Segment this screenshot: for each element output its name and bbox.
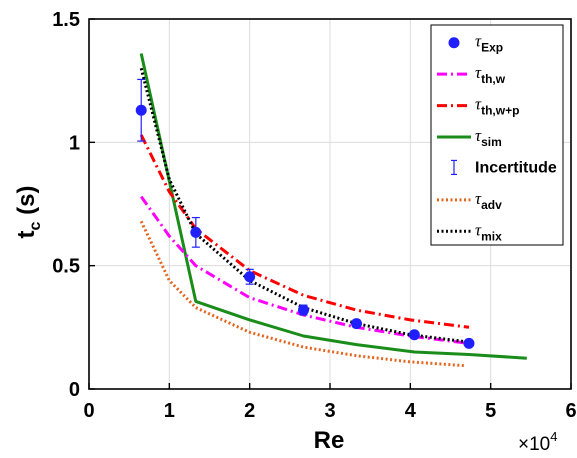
series-exp-point <box>297 304 309 316</box>
y-axis-label: tc (s) <box>13 186 44 239</box>
series-layer <box>135 53 527 368</box>
legend-label: Incertitude <box>475 159 557 176</box>
x-tick-label: 5 <box>485 400 496 422</box>
legend-label-symbol: τ <box>475 63 482 82</box>
series-exp-point <box>190 226 202 238</box>
legend-label: τth,w+p <box>475 95 519 118</box>
y-axis-label-unit: (s) <box>13 186 40 222</box>
series-mix-line <box>139 67 470 344</box>
x-tick-label: 3 <box>324 400 335 422</box>
x-axis-label: Re <box>314 427 345 454</box>
y-axis-label-sub: c <box>27 221 44 230</box>
legend-label-subscript: sim <box>481 135 502 149</box>
legend-label-symbol: τ <box>475 32 482 51</box>
y-tick-label: 0 <box>69 379 80 401</box>
legend-label-subscript: th,w <box>481 72 506 86</box>
series-exp-point <box>408 329 420 341</box>
series-exp-point <box>244 271 256 283</box>
series-sim-line <box>139 53 527 360</box>
series-exp-point <box>135 104 147 116</box>
legend-label-subscript: Exp <box>481 41 503 55</box>
x-tick-label: 2 <box>244 400 255 422</box>
legend-marker <box>448 37 460 49</box>
tick-labels: 0 1 2 3 4 5 6 0 0.5 1 1.5 <box>52 9 576 422</box>
x-tick-label: 0 <box>83 400 94 422</box>
legend-label: τth,w <box>475 63 506 86</box>
legend-label-symbol: τ <box>475 220 482 239</box>
series-th-w-line <box>139 195 470 345</box>
y-axis-label-main: t <box>13 230 40 238</box>
legend-label-subscript: adv <box>481 198 502 212</box>
x-tick-label: 4 <box>405 400 417 422</box>
y-tick-label: 0.5 <box>52 256 80 278</box>
legend-label-subscript: mix <box>481 229 502 243</box>
legend-label: τsim <box>475 126 502 149</box>
series-adv-line <box>139 220 465 368</box>
x-multiplier-base: ×10 <box>518 434 550 455</box>
legend-label: τadv <box>475 189 502 212</box>
x-tick-label: 6 <box>565 400 576 422</box>
y-tick-label: 1 <box>69 132 80 154</box>
x-axis-multiplier: ×104 <box>518 429 557 455</box>
series-th-w-p-line <box>139 134 470 329</box>
legend-label: τmix <box>475 220 502 243</box>
legend-label-symbol: τ <box>475 95 482 114</box>
legend-label-subscript: th,w+p <box>481 104 519 118</box>
series-exp-point <box>463 337 475 349</box>
y-tick-label: 1.5 <box>52 9 80 31</box>
legend-label-symbol: τ <box>475 189 482 208</box>
legend-box <box>430 24 564 246</box>
series-exp-point <box>351 318 363 330</box>
legend-label: τExp <box>475 32 503 55</box>
legend-label-symbol: τ <box>475 126 482 145</box>
x-multiplier-exponent: 4 <box>550 429 557 444</box>
x-tick-label: 1 <box>164 400 175 422</box>
